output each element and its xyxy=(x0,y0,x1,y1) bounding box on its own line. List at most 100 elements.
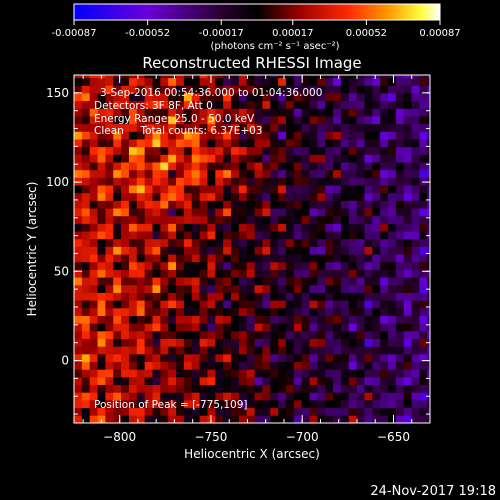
heatmap-cell xyxy=(419,116,428,125)
heatmap-cell xyxy=(207,100,216,109)
heatmap-cell xyxy=(395,200,405,209)
heatmap-cell xyxy=(403,200,412,209)
heatmap-cell xyxy=(333,116,342,125)
heatmap-cell xyxy=(419,277,428,286)
heatmap-cell xyxy=(372,246,381,255)
heatmap-cell xyxy=(81,277,91,286)
heatmap-cell xyxy=(262,116,271,125)
heatmap-cell xyxy=(160,85,169,94)
heatmap-cell xyxy=(340,238,350,247)
heatmap-cell xyxy=(121,415,130,423)
heatmap-cell xyxy=(270,369,279,378)
heatmap-cell xyxy=(89,277,98,286)
heatmap-cell xyxy=(411,177,420,186)
heatmap-cell xyxy=(301,231,310,240)
heatmap-cell xyxy=(136,185,146,194)
heatmap-cell xyxy=(246,238,255,247)
heatmap-cell xyxy=(388,300,397,309)
heatmap-cell xyxy=(403,215,412,224)
heatmap-cell xyxy=(199,231,208,240)
heatmap-cell xyxy=(325,177,334,186)
heatmap-cell xyxy=(152,277,161,286)
heatmap-cell xyxy=(231,223,240,232)
heatmap-cell xyxy=(364,85,373,94)
heatmap-cell xyxy=(380,100,389,109)
heatmap-cell xyxy=(395,169,405,178)
heatmap-cell xyxy=(419,246,428,255)
heatmap-cell xyxy=(270,330,279,339)
heatmap-cell xyxy=(254,307,263,316)
heatmap-cell xyxy=(207,407,216,416)
heatmap-cell xyxy=(105,330,114,339)
heatmap-cell xyxy=(254,292,263,301)
heatmap-cell xyxy=(333,77,342,86)
heatmap-cell xyxy=(419,75,428,79)
heatmap-cell xyxy=(199,200,208,209)
heatmap-cell xyxy=(278,246,287,255)
heatmap-cell xyxy=(325,85,334,94)
heatmap-cell xyxy=(105,215,114,224)
heatmap-cell xyxy=(128,123,138,132)
heatmap-cell xyxy=(144,338,153,347)
heatmap-cell xyxy=(160,75,169,79)
heatmap-cell xyxy=(278,177,287,186)
heatmap-cell xyxy=(317,123,326,132)
heatmap-cell xyxy=(411,384,420,393)
heatmap-cell xyxy=(113,93,122,102)
heatmap-cell xyxy=(372,307,381,316)
heatmap-cell xyxy=(317,185,326,194)
heatmap-cell xyxy=(89,223,98,232)
heatmap-cell xyxy=(191,192,200,201)
heatmap-cell xyxy=(199,139,208,148)
heatmap-cell xyxy=(246,415,255,423)
heatmap-cell xyxy=(199,353,208,363)
heatmap-cell xyxy=(380,277,389,286)
heatmap-cell xyxy=(152,231,161,240)
heatmap-cell xyxy=(238,231,248,240)
heatmap-cell xyxy=(191,231,200,240)
heatmap-cell xyxy=(372,300,381,309)
heatmap-cell xyxy=(309,246,318,255)
heatmap-cell xyxy=(254,246,263,255)
heatmap-cell xyxy=(144,254,153,263)
detectors-annotation: Detectors: 3F 8F, Att 0 xyxy=(94,100,213,112)
heatmap-cell xyxy=(293,338,303,347)
heatmap-cell xyxy=(403,338,412,347)
heatmap-cell xyxy=(223,177,232,186)
heatmap-cell xyxy=(285,399,295,409)
heatmap-cell xyxy=(74,154,83,163)
heatmap-cell xyxy=(74,177,83,186)
heatmap-cell xyxy=(89,100,98,109)
heatmap-cell xyxy=(89,415,98,423)
heatmap-cell xyxy=(380,162,389,171)
heatmap-cell xyxy=(285,353,295,363)
heatmap-cell xyxy=(293,154,303,163)
heatmap-cell xyxy=(183,223,193,232)
heatmap-cell xyxy=(380,146,389,155)
heatmap-cell xyxy=(176,231,185,240)
heatmap-cell xyxy=(215,369,224,378)
heatmap-cell xyxy=(144,85,153,94)
heatmap-cell xyxy=(372,284,381,293)
heatmap-cell xyxy=(128,353,138,363)
heatmap-cell xyxy=(74,208,83,217)
heatmap-cell xyxy=(105,192,114,201)
heatmap-cell xyxy=(285,75,295,79)
heatmap-cell xyxy=(215,75,224,79)
heatmap-cell xyxy=(293,277,303,286)
heatmap-cell xyxy=(262,85,271,94)
heatmap-cell xyxy=(301,85,310,94)
heatmap-cell xyxy=(121,185,130,194)
heatmap-cell xyxy=(231,353,240,363)
heatmap-cell xyxy=(388,131,397,140)
heatmap-cell xyxy=(262,323,271,332)
heatmap-cell xyxy=(199,77,208,86)
heatmap-cell xyxy=(395,139,405,148)
heatmap-cell xyxy=(183,369,193,378)
heatmap-cell xyxy=(427,192,430,201)
heatmap-cell xyxy=(395,376,405,386)
heatmap-cell xyxy=(270,261,279,270)
heatmap-cell xyxy=(199,238,208,247)
heatmap-cell xyxy=(419,208,428,217)
heatmap-cell xyxy=(113,116,122,125)
